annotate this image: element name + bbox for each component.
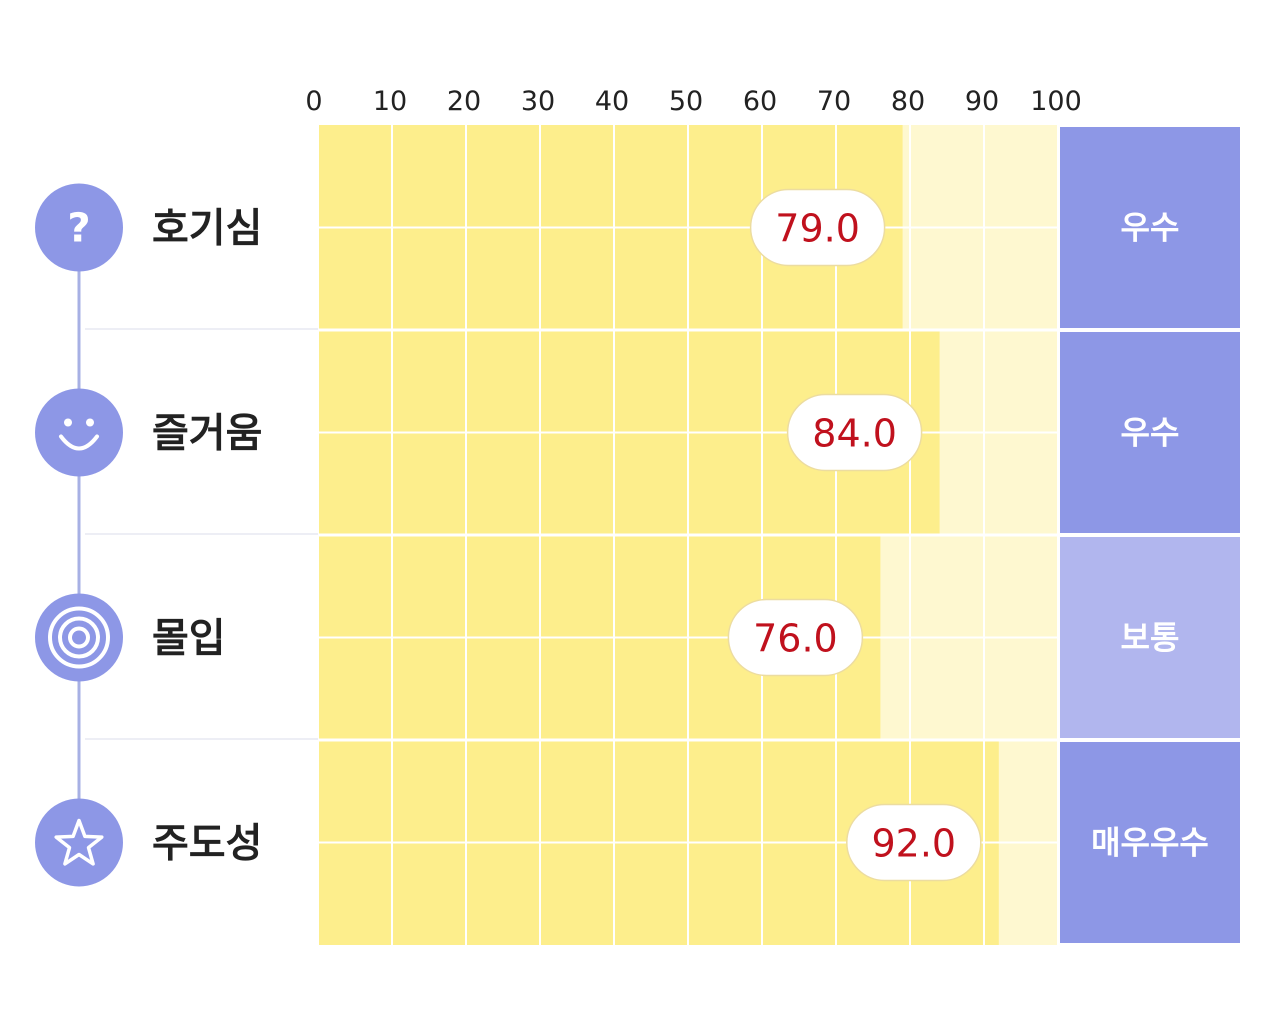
star-icon	[35, 798, 123, 887]
x-tick-label: 40	[595, 86, 629, 117]
grade-box	[1060, 537, 1240, 738]
star-shape	[54, 818, 104, 866]
x-tick-label: 70	[817, 86, 851, 117]
chart-row: ? 호기심 79.0 우수	[35, 127, 1240, 328]
x-tick-label: 90	[965, 86, 999, 117]
x-tick-label: 50	[669, 86, 703, 117]
grade-label: 우수	[1121, 414, 1180, 452]
target-icon	[35, 593, 123, 682]
grade-label: 매우우수	[1091, 824, 1209, 862]
smile-icon	[35, 388, 123, 477]
x-tick-label: 30	[521, 86, 555, 117]
value-label: 79.0	[775, 207, 860, 251]
smile-eye	[86, 418, 94, 427]
value-pill	[786, 393, 923, 472]
x-tick-label: 0	[305, 86, 322, 117]
value-pill	[727, 598, 864, 677]
smile-mouth	[59, 434, 99, 451]
target-ring	[58, 616, 100, 659]
category-label: 호기심	[152, 206, 262, 252]
question-icon	[35, 183, 123, 272]
chart-row: 몰입 76.0 보통	[35, 537, 1240, 738]
x-tick-label: 100	[1030, 86, 1082, 117]
grade-box	[1060, 742, 1240, 943]
value-pill	[749, 188, 886, 267]
grade-box	[1060, 332, 1240, 533]
smile-eye	[64, 418, 72, 427]
x-tick-label: 10	[373, 86, 407, 117]
x-tick-label: 20	[447, 86, 481, 117]
value-pill	[846, 803, 982, 882]
value-label: 92.0	[871, 822, 956, 866]
question-mark: ?	[67, 206, 90, 252]
x-tick-label: 60	[743, 86, 777, 117]
grade-box	[1060, 127, 1240, 328]
category-label: 즐거움	[152, 411, 262, 457]
category-label: 주도성	[152, 821, 262, 867]
gridlines	[85, 125, 1240, 945]
grade-label: 우수	[1121, 209, 1180, 247]
x-axis-ticks: 0 10 20 30 40 50 60 70 80 90 100	[305, 86, 1081, 117]
grade-label: 보통	[1121, 619, 1180, 657]
value-label: 76.0	[753, 617, 838, 661]
target-ring	[48, 606, 110, 669]
x-tick-label: 80	[891, 86, 925, 117]
value-label: 84.0	[812, 412, 897, 456]
chart-row: 즐거움 84.0 우수	[35, 332, 1240, 533]
chart-row: 주도성 92.0 매우우수	[35, 742, 1240, 943]
category-label: 몰입	[152, 616, 226, 662]
target-ring	[68, 626, 90, 649]
